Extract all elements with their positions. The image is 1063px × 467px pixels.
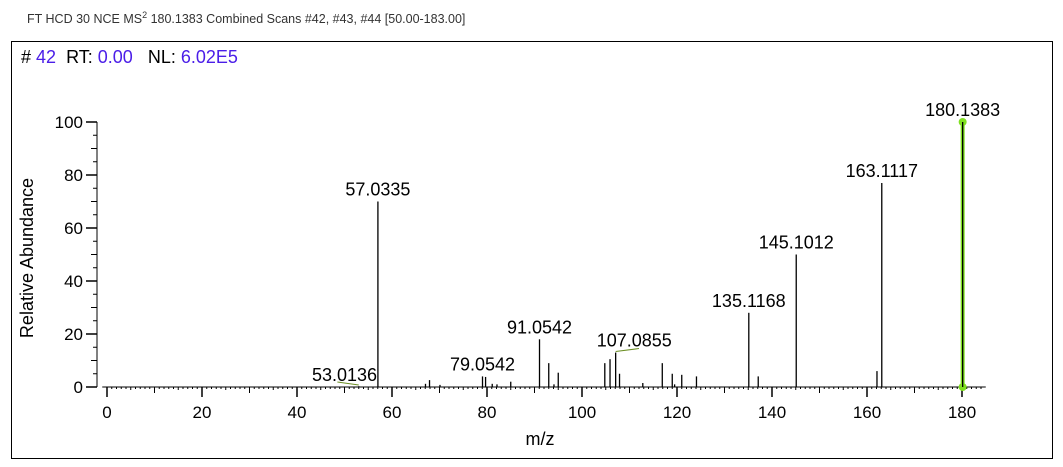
peak-label: 57.0335 [345, 180, 410, 200]
nl-value: 6.02E5 [180, 47, 238, 67]
peak-label: 163.1117 [846, 161, 918, 181]
x-tick-label: 100 [568, 403, 596, 422]
x-tick-label: 120 [663, 403, 691, 422]
scan-header: FT HCD 30 NCE MS2 180.1383 Combined Scan… [27, 10, 465, 26]
nl-label: NL: [147, 47, 176, 67]
peak-label: 79.0542 [450, 354, 515, 374]
peak-label: 180.1383 [925, 100, 1000, 120]
x-tick-label: 20 [193, 403, 212, 422]
header-prefix: FT HCD 30 NCE MS [27, 12, 143, 27]
label-leader [337, 381, 359, 386]
x-tick-label: 0 [102, 403, 111, 422]
y-tick-label: 40 [64, 272, 83, 291]
y-tick-label: 80 [64, 166, 83, 185]
peak-label: 145.1012 [759, 233, 834, 253]
header-superscript: 2 [142, 10, 148, 20]
y-tick-label: 20 [64, 325, 83, 344]
spectrum-frame [11, 41, 1053, 459]
y-tick-label: 0 [74, 378, 83, 397]
scan-label: # [21, 47, 32, 67]
rt-value: 0.00 [97, 47, 133, 67]
peak-label: 91.0542 [507, 317, 572, 337]
peak-label: 53.0136 [312, 365, 377, 385]
y-tick-label: 60 [64, 219, 83, 238]
rt-label: RT: [66, 47, 93, 67]
scan-info: # 42 RT: 0.00 NL: 6.02E5 [21, 47, 238, 68]
x-tick-label: 140 [758, 403, 786, 422]
peak-label: 107.0855 [597, 331, 672, 351]
x-axis-label: m/z [526, 429, 555, 449]
header-suffix: 180.1383 Combined Scans #42, #43, #44 [5… [147, 12, 466, 27]
label-leader [615, 348, 640, 353]
x-tick-label: 80 [478, 403, 497, 422]
y-axis-label: Relative Abundance [17, 178, 37, 338]
x-tick-label: 160 [853, 403, 881, 422]
scan-number: 42 [36, 47, 57, 67]
y-tick-label: 100 [55, 113, 83, 132]
x-tick-label: 180 [948, 403, 976, 422]
x-tick-label: 40 [288, 403, 307, 422]
peak-label: 135.1168 [712, 291, 786, 311]
x-tick-label: 60 [383, 403, 402, 422]
